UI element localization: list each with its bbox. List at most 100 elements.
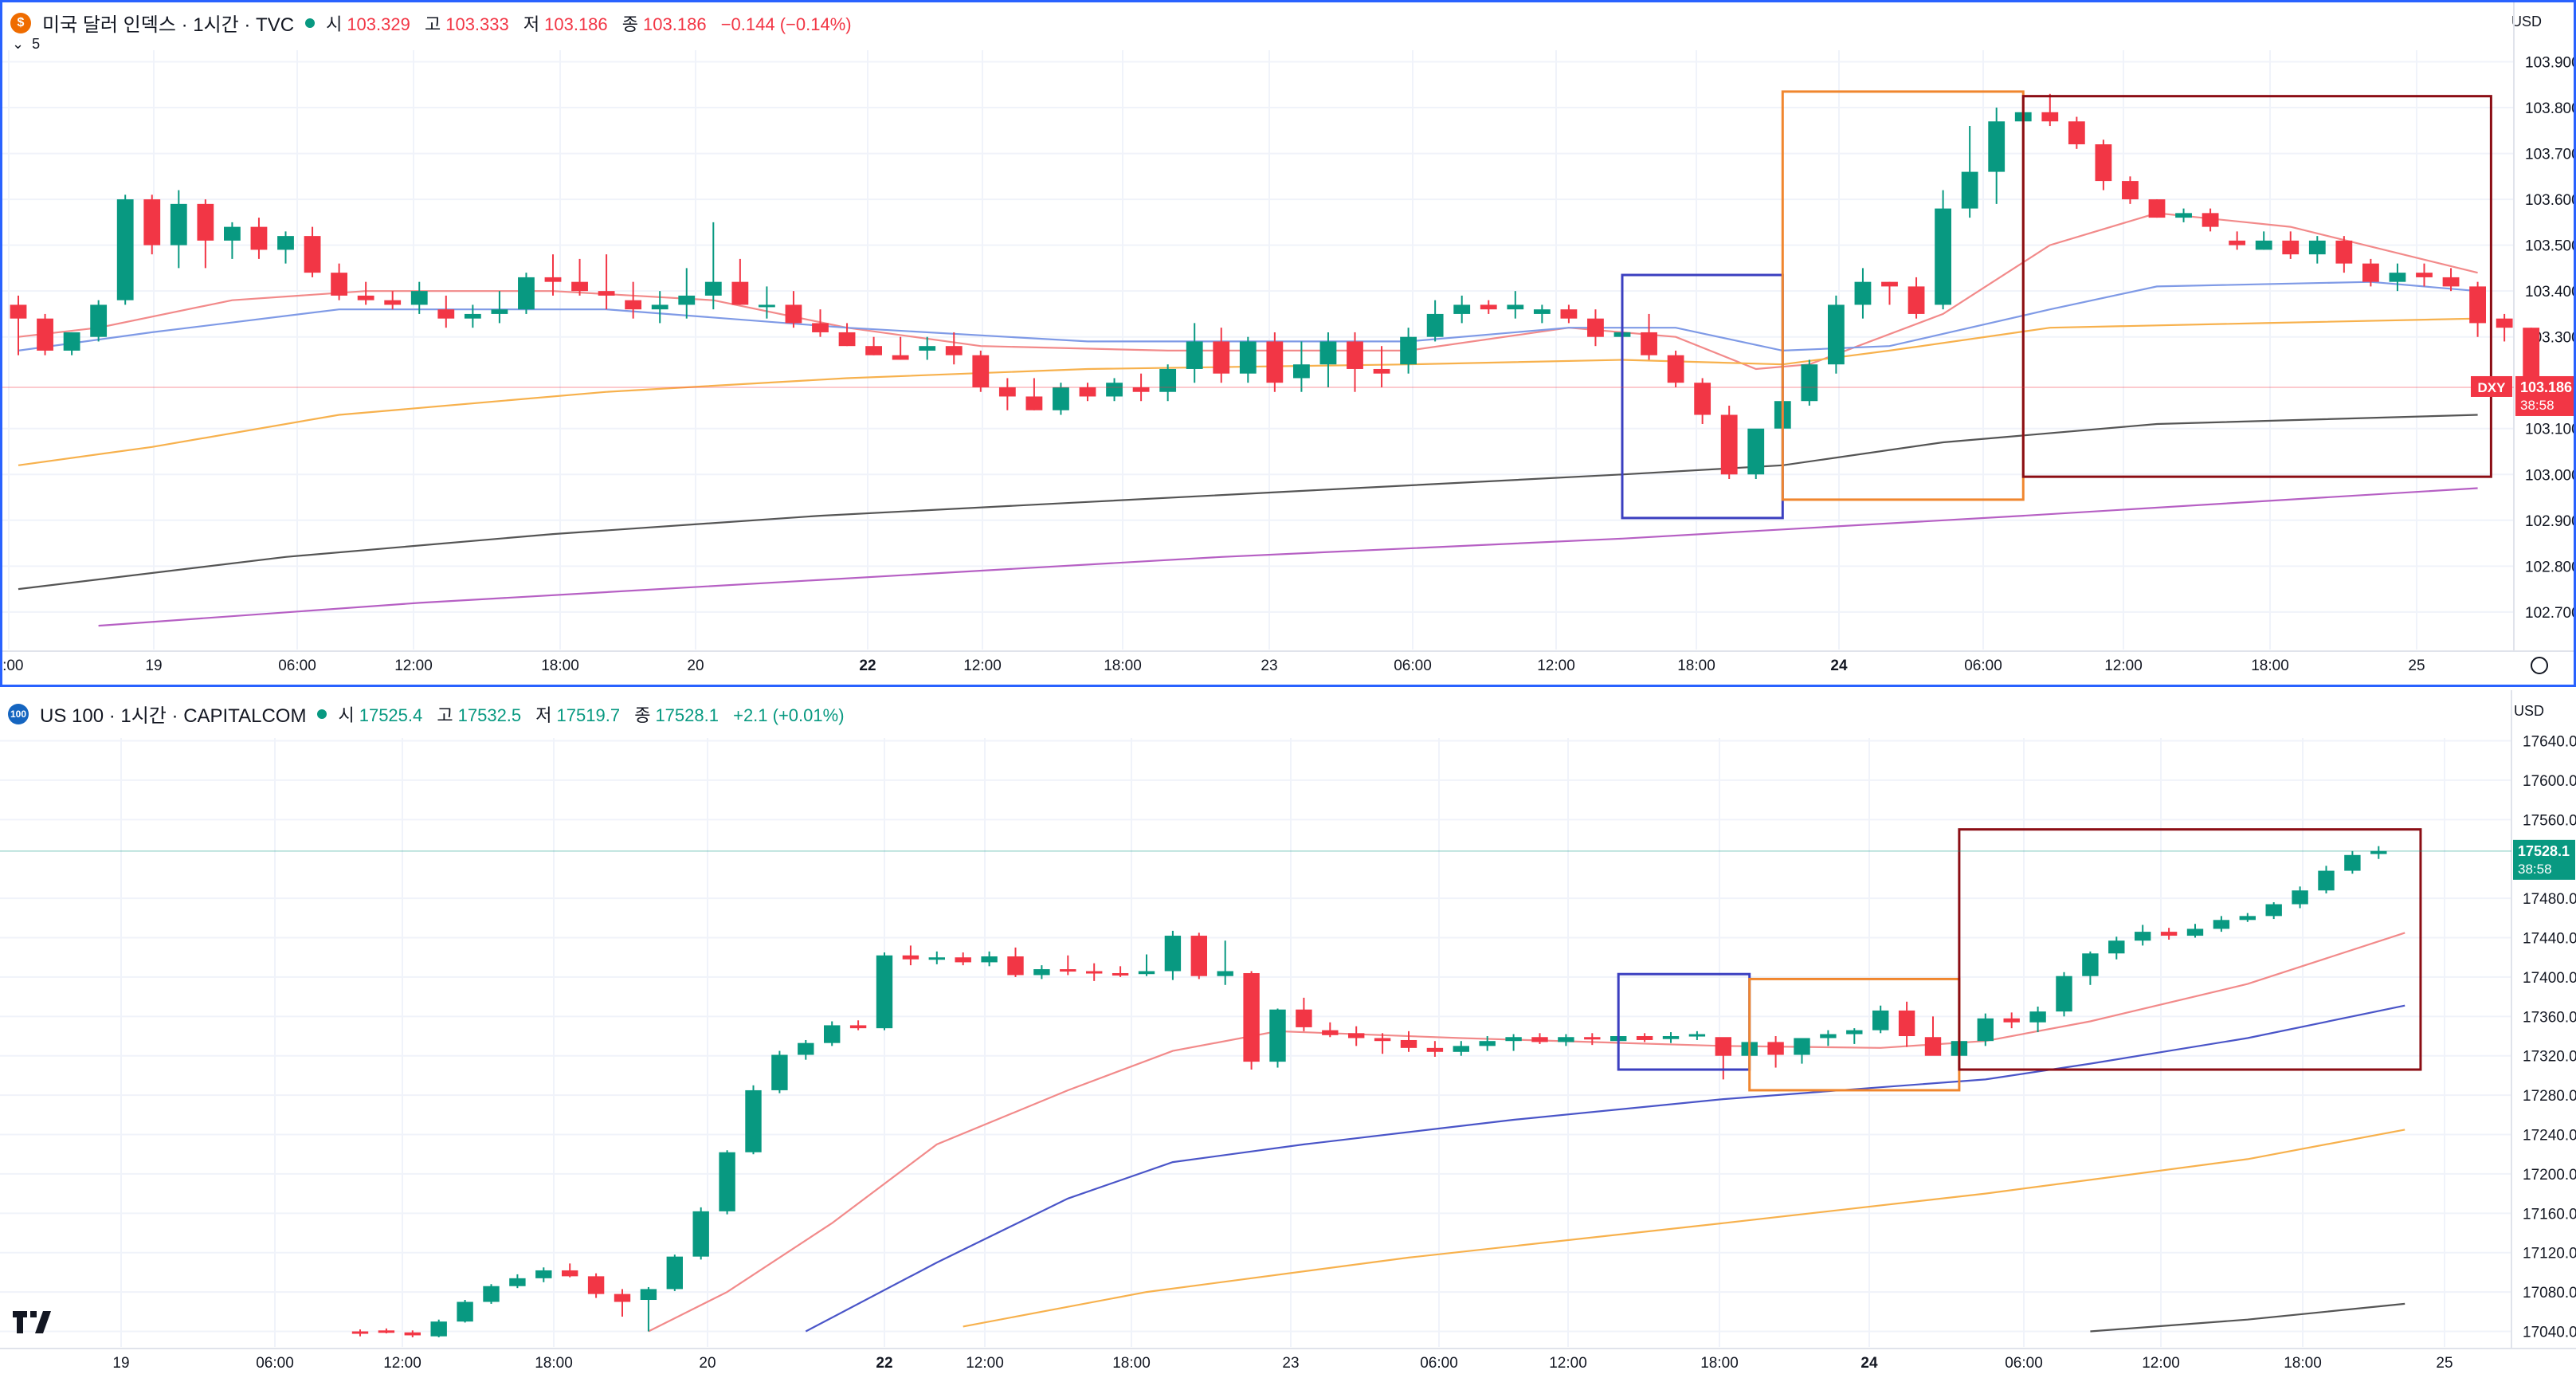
nq-title[interactable]: US 100 · 1시간 · CAPITALCOM	[40, 705, 307, 727]
candle-body	[998, 387, 1016, 397]
candle-body	[457, 1301, 473, 1322]
candle-body	[2265, 904, 2282, 917]
market-status-icon[interactable]	[305, 18, 316, 28]
candle-body	[1053, 387, 1069, 410]
candle-body	[10, 304, 27, 319]
candle-body	[2523, 328, 2540, 387]
candle-body	[2308, 240, 2326, 255]
dxy-title[interactable]: 미국 달러 인덱스 · 1시간 · TVC	[42, 14, 295, 36]
y-tick-label: 17120.0	[2523, 1246, 2576, 1262]
candle-body	[1453, 1046, 1469, 1052]
last-price-value: 103.186	[2520, 379, 2572, 395]
candle-body	[892, 355, 909, 360]
candle-body	[1319, 341, 1337, 365]
candle-body	[955, 957, 971, 963]
y-tick-label: 17640.0	[2523, 734, 2576, 751]
candle-body	[223, 226, 241, 241]
x-tick-label: 24	[1830, 658, 1848, 674]
chevron-down-icon[interactable]: ⌄	[12, 36, 25, 52]
candle-body	[1924, 1037, 1942, 1056]
candle-body	[1898, 1010, 1915, 1037]
candle-body	[704, 281, 722, 296]
x-tick-label: 20	[699, 1355, 716, 1372]
candle-body	[1243, 972, 1260, 1062]
x-tick-label: 18:00	[535, 1355, 573, 1372]
x-tick-label: 18:00	[1677, 658, 1715, 674]
moving-average-line	[18, 414, 2478, 591]
candle-body	[2041, 112, 2059, 122]
candle-body	[719, 1152, 735, 1211]
indicators-toggle[interactable]: ⌄ 5	[12, 36, 40, 53]
candle-body	[2095, 144, 2112, 182]
candle-body	[1505, 1037, 1522, 1042]
candle-body	[1479, 1041, 1496, 1046]
candle-body	[571, 281, 588, 292]
candle-body	[824, 1025, 841, 1043]
x-tick-label: 12:00	[2142, 1355, 2180, 1372]
y-tick-label: 17560.0	[2523, 812, 2576, 829]
x-tick-label: 12:00	[394, 658, 433, 674]
candle-body	[1747, 428, 1765, 475]
nq-legend: 100 US 100 · 1시간 · CAPITALCOM 시 17525.4 고…	[8, 700, 849, 728]
market-status-icon[interactable]	[317, 709, 327, 719]
moving-average-line	[98, 487, 2478, 627]
candle-body	[2335, 240, 2353, 264]
dxy-ohlc: 시 103.329 고 103.333 저 103.186 종 103.186 −0.1…	[326, 14, 852, 34]
candle-body	[731, 281, 749, 305]
dxy-pane[interactable]: $ 미국 달러 인덱스 · 1시간 · TVC 시 103.329 고 103.33…	[0, 0, 2576, 687]
dollar-symbol-icon: $	[10, 12, 31, 33]
nq-chart[interactable]: 17640.0 17600.0 17560.0 17480.0 17440.0 17400…	[0, 690, 2576, 1378]
x-tick-label: 24	[1860, 1355, 1878, 1372]
candle-body	[1688, 1034, 1706, 1037]
candle-body	[90, 304, 108, 337]
candle-body	[1988, 121, 2006, 172]
x-tick-label: 22	[876, 1355, 892, 1372]
last-price-badge	[2513, 839, 2575, 880]
x-tick-label: 8:00	[2, 658, 23, 674]
nq-currency[interactable]: USD	[2513, 703, 2544, 719]
dxy-currency[interactable]: USD	[2511, 14, 2542, 29]
nq-pane[interactable]: 100 US 100 · 1시간 · CAPITALCOM 시 17525.4 고…	[0, 690, 2576, 1378]
nasdaq-symbol-icon: 100	[8, 703, 29, 724]
candle-body	[1641, 332, 1657, 355]
last-price-badge	[2515, 375, 2574, 416]
candle-body	[304, 236, 321, 273]
candle-body	[1558, 1037, 1574, 1042]
candle-body	[1025, 396, 1043, 410]
x-tick-label: 06:00	[1394, 658, 1432, 674]
candle-body	[1662, 1036, 1680, 1039]
candle-body	[1159, 368, 1177, 392]
y-tick-label: 103.000	[2525, 467, 2574, 484]
candle-body	[1296, 1009, 1312, 1027]
y-tick-label: 103.500	[2525, 238, 2574, 255]
tradingview-logo-icon[interactable]	[13, 1307, 51, 1341]
y-tick-label: 17440.0	[2523, 931, 2576, 948]
moving-average-line	[18, 281, 2478, 352]
y-tick-label: 17320.0	[2523, 1049, 2576, 1066]
candle-body	[1266, 341, 1284, 383]
dxy-chart[interactable]: 103.900 103.800 103.700 103.600 103.500 103.4…	[2, 2, 2574, 685]
candle-body	[535, 1270, 552, 1278]
candle-body	[143, 199, 161, 245]
y-tick-label: 103.400	[2525, 284, 2574, 300]
x-tick-label: 18:00	[2284, 1355, 2322, 1372]
candle-body	[1533, 309, 1551, 314]
last-price-value: 17528.1	[2518, 843, 2570, 859]
candle-body	[2318, 870, 2335, 891]
gear-icon[interactable]	[2531, 657, 2548, 674]
y-tick-label: 17040.0	[2523, 1325, 2576, 1341]
candle-body	[771, 1054, 788, 1090]
y-tick-label: 17080.0	[2523, 1285, 2576, 1301]
candle-body	[1132, 387, 1150, 392]
indicator-count: 5	[32, 36, 41, 52]
dxy-change: −0.144 (−0.14%)	[720, 14, 852, 34]
candle-body	[1827, 304, 1845, 365]
candle-body	[1767, 1042, 1784, 1055]
y-tick-label: 103.800	[2525, 100, 2574, 117]
candle-body	[1426, 1047, 1444, 1052]
candle-body	[640, 1289, 657, 1301]
candle-body	[1846, 1030, 1863, 1034]
highlight-box	[2021, 95, 2492, 478]
candle-body	[430, 1321, 447, 1337]
y-tick-label: 102.800	[2525, 559, 2574, 575]
